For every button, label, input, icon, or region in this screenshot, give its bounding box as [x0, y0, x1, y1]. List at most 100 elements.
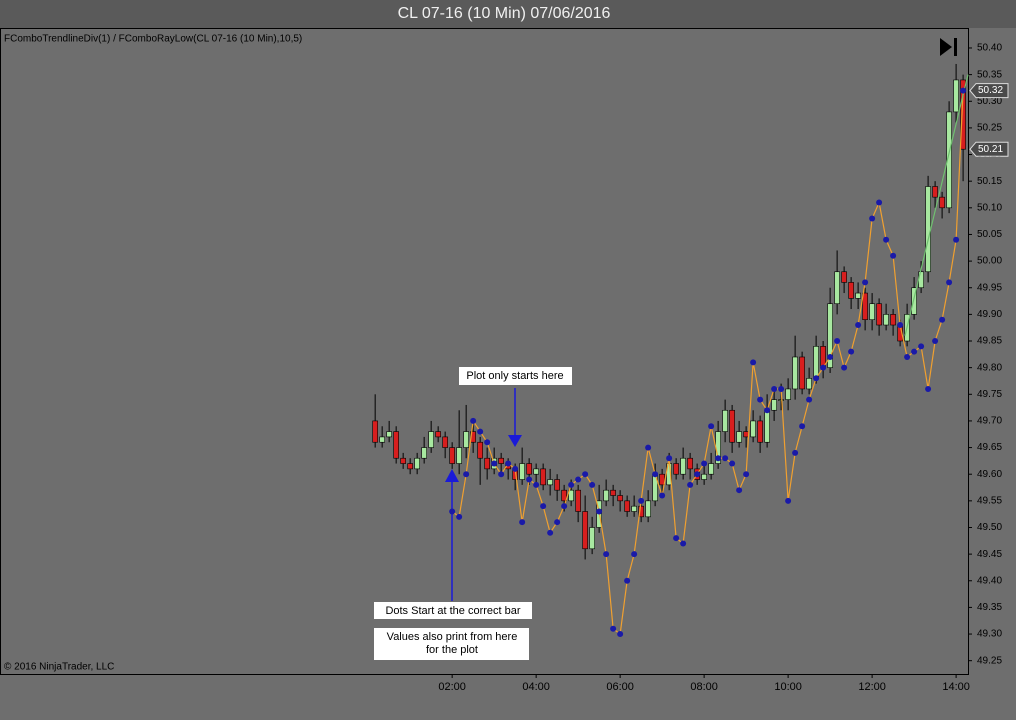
y-tick-label: 49.50 [977, 522, 1002, 533]
price-marker [969, 83, 1009, 99]
candle-body [540, 468, 546, 486]
plot-dot [610, 625, 617, 632]
x-tick-label: 04:00 [522, 681, 550, 693]
plot-dot [470, 417, 477, 424]
indicator-label: FComboTrendlineDiv(1) / FComboRayLow(CL … [4, 34, 302, 45]
candle-body [869, 303, 875, 320]
y-tick-label: 49.25 [977, 655, 1002, 666]
plot-dot [645, 444, 652, 451]
plot-dot [799, 423, 806, 430]
candle-body [911, 287, 917, 315]
plot-dot [827, 353, 834, 360]
y-tick-label: 50.25 [977, 123, 1002, 134]
plot-dot [806, 396, 813, 403]
candle-body [484, 457, 490, 470]
candle-body [477, 441, 483, 459]
plot-dot [764, 407, 771, 414]
candle-body [498, 457, 504, 464]
plot-dot [904, 353, 911, 360]
candle-body [456, 447, 462, 464]
y-tick-label: 49.35 [977, 602, 1002, 613]
candle-body [561, 489, 567, 502]
candle-body [575, 489, 581, 512]
plot-dot [694, 471, 701, 478]
plot-dot [505, 460, 512, 467]
candle-body [799, 356, 805, 390]
scroll-end-icon[interactable] [940, 38, 957, 56]
plot-dot [512, 465, 519, 472]
chart-title: CL 07-16 (10 Min) 07/06/2016 [398, 5, 611, 22]
candle-body [680, 457, 686, 475]
plot-dot [869, 215, 876, 222]
plot-dot [589, 481, 596, 488]
plot-dot [575, 476, 582, 483]
plot-dot [946, 279, 953, 286]
candle-body [932, 186, 938, 198]
candle-body [729, 409, 735, 443]
candle-body [463, 431, 469, 448]
y-tick-label: 49.45 [977, 549, 1002, 560]
arrowhead [508, 435, 522, 447]
candle-body [890, 314, 896, 326]
plot-dot [673, 535, 680, 542]
candle-body [827, 303, 833, 368]
candle-body [925, 186, 931, 273]
candle-body [813, 346, 819, 379]
plot-dot [953, 236, 960, 243]
candle-body [603, 489, 609, 502]
plot-dot [687, 481, 694, 488]
plot-dot [477, 428, 484, 435]
annotation: Values also print from here [387, 631, 518, 643]
plot-dot [547, 529, 554, 536]
candle-body [743, 431, 749, 438]
annotation-box [374, 628, 529, 660]
plot-dot [533, 481, 540, 488]
plot-area [0, 28, 969, 675]
candle-body [393, 431, 399, 459]
plot-dot [736, 487, 743, 494]
plot-dot [638, 497, 645, 504]
plot-dot [449, 508, 456, 515]
plot-dot [568, 481, 575, 488]
plot-dot [463, 471, 470, 478]
plot-dot [897, 322, 904, 329]
plot-dot [848, 348, 855, 355]
candle-body [435, 431, 441, 438]
plot-dot [925, 385, 932, 392]
candle-body [708, 463, 714, 475]
plot-dot [484, 439, 491, 446]
candle-body [428, 431, 434, 448]
y-tick-label: 50.15 [977, 176, 1002, 187]
candle-body [876, 303, 882, 326]
plot-dot [617, 631, 624, 638]
plot-dot [624, 577, 631, 584]
x-tick-label: 10:00 [774, 681, 802, 693]
plot-dot [652, 471, 659, 478]
candle-body [939, 196, 945, 209]
arrowhead [445, 469, 459, 482]
plot-dot [757, 396, 764, 403]
plot-dot [582, 471, 589, 478]
price-marker [969, 141, 1009, 157]
candle-body [848, 282, 854, 299]
candle-body [883, 314, 889, 326]
annotation-box [374, 602, 532, 619]
plot-dot [750, 359, 757, 366]
candle-body [778, 399, 784, 401]
candle-body [547, 479, 553, 486]
plot-dot [743, 471, 750, 478]
y-tick-label: 49.90 [977, 309, 1002, 320]
x-tick-label: 14:00 [942, 681, 970, 693]
plot-dot [813, 375, 820, 382]
x-tick-label: 02:00 [438, 681, 466, 693]
y-tick-label: 50.35 [977, 69, 1002, 80]
candle-body [764, 409, 770, 443]
candle-body [624, 500, 630, 512]
annotation: Dots Start at the correct bar [385, 605, 520, 617]
candle-body [554, 479, 560, 491]
y-tick-label: 50.30 [977, 96, 1002, 107]
plot-dot [855, 322, 862, 329]
candle-body [645, 500, 651, 518]
candle-body [960, 79, 966, 150]
